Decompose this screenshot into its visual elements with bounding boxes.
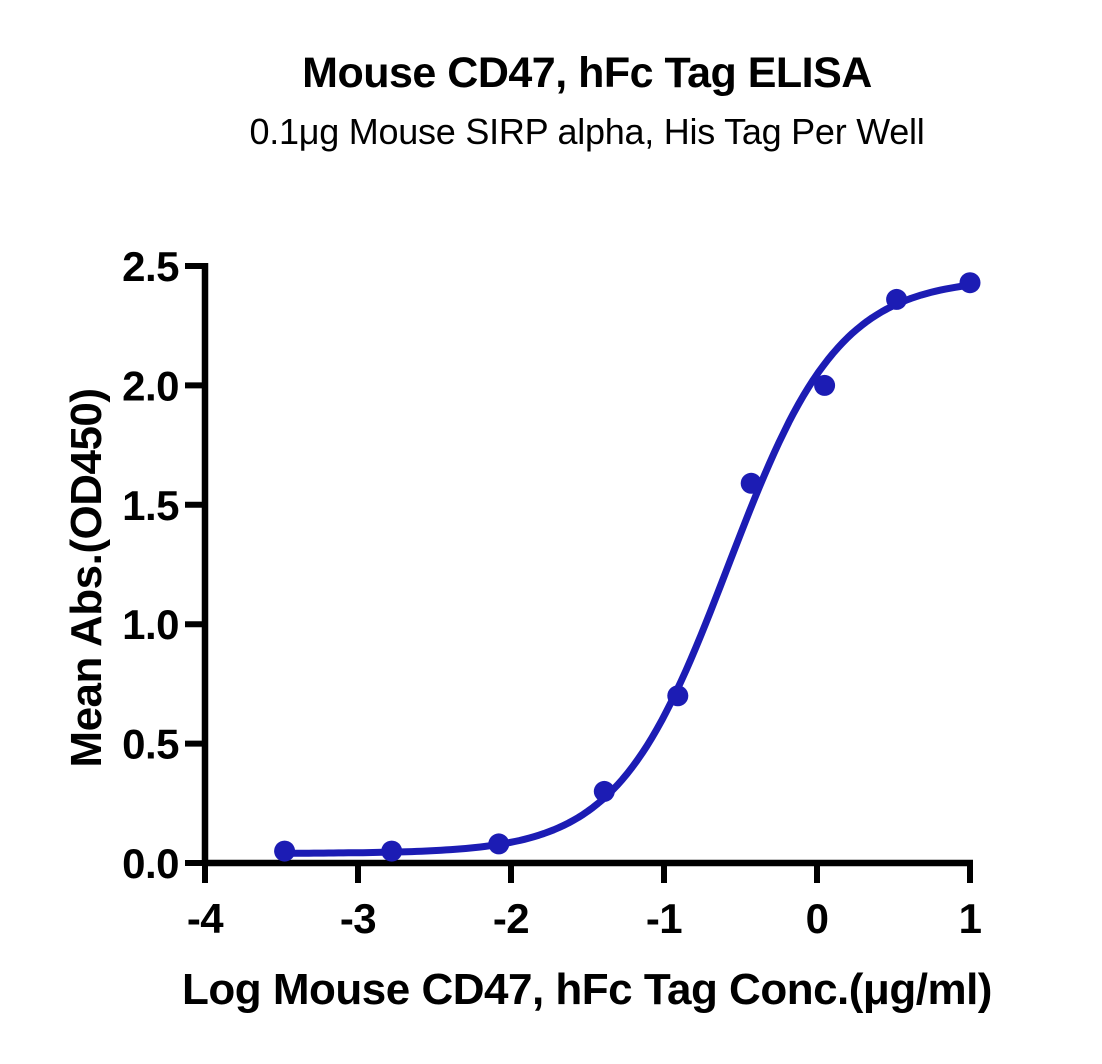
data-point: [814, 374, 836, 396]
chart-subtitle: 0.1μg Mouse SIRP alpha, His Tag Per Well: [249, 111, 925, 152]
x-tick-label: -3: [340, 895, 376, 942]
data-point: [593, 780, 615, 802]
y-tick-label: 2.0: [122, 362, 179, 409]
data-point: [740, 472, 762, 494]
data-points-group: [274, 272, 981, 862]
y-tick-label: 1.0: [122, 601, 179, 648]
x-tick-label: 0: [806, 895, 829, 942]
x-tick-label: -1: [646, 895, 682, 942]
y-tick-label: 0.5: [122, 721, 179, 768]
x-tick-label: -2: [493, 895, 529, 942]
y-tick-label: 1.5: [122, 482, 179, 529]
y-axis: 0.0 0.5 1.0 1.5 2.0 2.5: [122, 243, 209, 887]
data-point: [667, 685, 689, 707]
y-tick-label: 0.0: [122, 840, 179, 887]
data-point: [959, 272, 981, 294]
chart-title: Mouse CD47, hFc Tag ELISA: [302, 49, 872, 97]
x-tick-label: 1: [959, 895, 982, 942]
y-tick-label: 2.5: [122, 243, 179, 290]
x-axis-title: Log Mouse CD47, hFc Tag Conc.(μg/ml): [182, 965, 992, 1014]
fit-curve-group: [281, 281, 974, 857]
x-axis: -4 -3 -2 -1 0 1: [187, 859, 982, 942]
data-point: [274, 840, 296, 862]
data-point: [381, 840, 403, 862]
fit-curve: [281, 281, 974, 857]
x-tick-label: -4: [187, 895, 224, 942]
data-point: [886, 288, 908, 310]
data-point: [488, 833, 510, 855]
